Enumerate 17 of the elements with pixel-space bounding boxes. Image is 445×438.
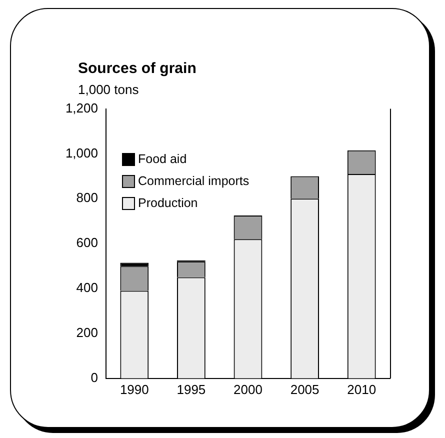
legend-label: Production	[138, 195, 198, 212]
y-tick-label: 1,000	[65, 145, 98, 160]
chart-subtitle: 1,000 tons	[78, 82, 139, 97]
y-tick-label: 200	[76, 325, 98, 340]
x-tick-label: 2005	[290, 382, 320, 397]
x-tick-label: 1990	[120, 382, 149, 397]
x-tick-label: 1995	[176, 382, 206, 397]
y-tick-label: 400	[76, 280, 98, 296]
legend-label: Food aid	[138, 151, 187, 168]
y-tick-label: 0	[90, 370, 98, 385]
x-tick-label: 2000	[234, 382, 262, 397]
x-tick-label: 2010	[347, 382, 376, 397]
y-tick-label: 800	[76, 190, 98, 206]
y-tick-label: 600	[76, 235, 98, 250]
y-tick-label: 1,200	[65, 100, 98, 116]
legend-label: Commercial imports	[138, 173, 250, 190]
chart-title: Sources of grain	[78, 60, 196, 77]
